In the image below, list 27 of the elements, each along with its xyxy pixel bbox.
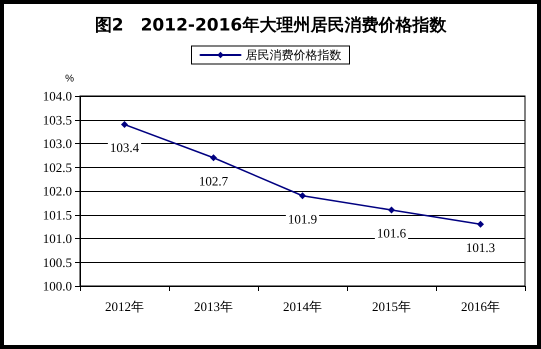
x-tick-label: 2015年 <box>372 299 411 314</box>
y-tick-label: 102.0 <box>42 184 72 198</box>
chart-title: 图2 2012-2016年大理州居民消费价格指数 <box>94 16 448 36</box>
point <box>477 220 484 228</box>
point <box>210 154 217 162</box>
data-label: 101.9 <box>288 211 318 226</box>
point <box>121 121 128 128</box>
data-label: 102.7 <box>198 173 229 188</box>
legend-label: 居民消费价格指数 <box>246 48 342 62</box>
x-tick-label: 2012年 <box>105 299 144 314</box>
y-tick-label: 104.0 <box>42 88 72 104</box>
y-axis-title: % <box>65 74 74 84</box>
y-tick-label: 101.0 <box>42 231 72 246</box>
y-tick-label: 103.5 <box>42 112 72 128</box>
y-tick-label: 103.0 <box>42 136 72 151</box>
x-tick-label: 2014年 <box>283 299 322 314</box>
point <box>299 192 306 200</box>
data-label: 103.4 <box>110 140 140 155</box>
y-tick-label: 100.5 <box>42 254 72 270</box>
y-tick-label: 100.0 <box>42 278 72 294</box>
point <box>388 206 395 214</box>
data-label: 101.3 <box>466 240 496 255</box>
data-label: 101.6 <box>376 226 407 240</box>
x-tick-label: 2016年 <box>461 299 500 314</box>
y-tick-label: 101.5 <box>42 207 72 222</box>
y-tick-label: 102.5 <box>42 160 72 175</box>
x-tick-label: 2013年 <box>194 299 233 314</box>
